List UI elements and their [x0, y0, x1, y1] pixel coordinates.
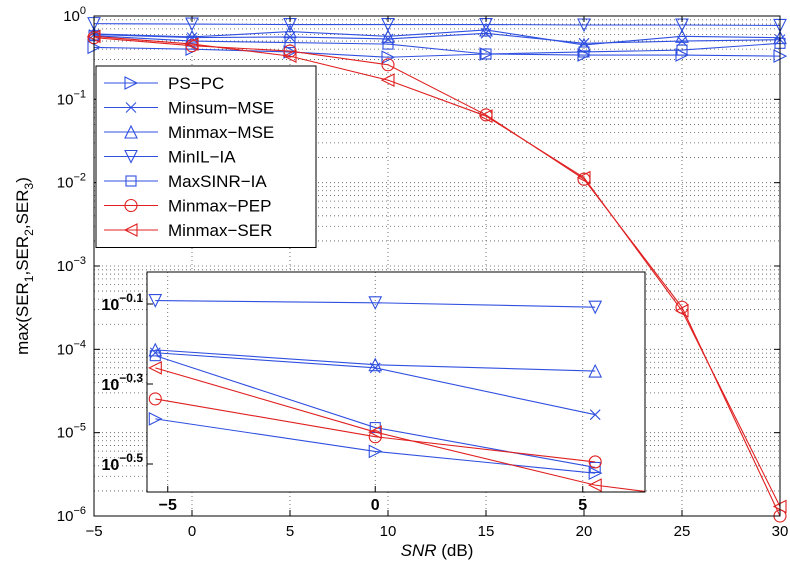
- x-tick-label: 10: [380, 523, 397, 540]
- data-point: [676, 44, 688, 56]
- y-tick-label: 10−5: [57, 422, 86, 442]
- inset-frame: [146, 271, 646, 493]
- inset-data-point: [589, 461, 601, 474]
- series-line-6: [93, 35, 781, 507]
- y-tick-label: 10−2: [57, 172, 86, 192]
- inset-data-point: [148, 392, 162, 406]
- x-axis-label: SNR (dB): [401, 541, 474, 560]
- y-tick-label: 10−1: [57, 88, 86, 108]
- inset-background: [147, 272, 645, 492]
- x-tick-label: 5: [286, 523, 294, 540]
- inset-series-line-4: [155, 355, 596, 468]
- inset-data-point: [368, 357, 383, 372]
- legend-label: Minmax−MSE: [168, 123, 274, 142]
- series-line-0: [93, 46, 781, 58]
- data-point: [284, 37, 296, 49]
- legend-label: Minmax−PEP: [168, 197, 271, 216]
- inset-data-point: [368, 425, 382, 439]
- legend-marker: [124, 76, 139, 90]
- y-tick-label: 10−6: [57, 505, 86, 525]
- legend-label: PS−PC: [168, 74, 224, 93]
- inset-x-tick-label: 5: [578, 497, 587, 514]
- inset-data-point: [588, 363, 603, 378]
- y-axis-label: max(SER1,SER2,SER3): [13, 177, 36, 355]
- data-point: [576, 170, 591, 185]
- legend-marker: [124, 149, 138, 164]
- inset-data-point: [148, 360, 162, 375]
- data-point: [380, 73, 395, 88]
- legend-label: Minmax−SER: [168, 221, 272, 240]
- inset-data-point: [587, 478, 602, 493]
- data-point: [381, 50, 396, 65]
- inset-series-line-2: [155, 349, 596, 372]
- x-tick-label: 15: [478, 523, 495, 540]
- data-point: [284, 31, 296, 43]
- data-point: [478, 109, 493, 123]
- x-tick-label: 0: [188, 523, 196, 540]
- legend-marker: [125, 175, 137, 187]
- inset-data-point: [148, 411, 163, 426]
- legend-marker: [123, 223, 138, 237]
- data-point: [381, 58, 395, 72]
- series-line-4: [93, 35, 781, 55]
- series-line-2: [93, 29, 781, 46]
- data-point: [578, 46, 590, 58]
- legend-label: MinIL−IA: [168, 148, 236, 167]
- inset-y-tick-label: 10−0.5: [102, 451, 144, 474]
- data-point: [675, 48, 690, 62]
- inset-data-point: [589, 409, 601, 421]
- series-line-3: [93, 23, 781, 27]
- inset-series-line-6: [155, 367, 646, 493]
- data-point: [674, 303, 689, 318]
- data-point: [184, 37, 199, 51]
- y-tick-label: 10−3: [57, 255, 86, 275]
- inset-x-tick-label: −5: [159, 497, 177, 514]
- legend-label: Minsum−MSE: [168, 99, 274, 118]
- axis-labels: SNR (dB) max(SER1,SER2,SER3): [13, 177, 473, 560]
- inset-data-point: [588, 300, 603, 315]
- data-point: [381, 29, 395, 43]
- legend-label: MaxSINR−IA: [168, 172, 267, 191]
- data-point: [185, 29, 199, 44]
- inset-data-point: [148, 294, 163, 308]
- inset-series-line-3: [155, 300, 596, 308]
- x-tick-label: 20: [576, 523, 593, 540]
- inset-x-tick-label: 0: [371, 497, 380, 514]
- legend-marker: [124, 124, 138, 139]
- series-line-1: [93, 32, 781, 44]
- data-point: [282, 49, 297, 64]
- inset-data-point: [149, 350, 161, 362]
- series-group: [86, 17, 788, 523]
- data-point: [577, 37, 591, 52]
- inset-y-tick-label: 10−0.1: [102, 291, 144, 314]
- x-tick-label: −5: [85, 523, 102, 540]
- x-tick-label: 30: [772, 523, 789, 540]
- data-point: [675, 29, 689, 43]
- y-tick-label: 100: [63, 5, 86, 25]
- data-point: [479, 47, 494, 61]
- inset-data-point: [368, 444, 383, 459]
- legend: PS−PC Minsum−MSE Minmax−MSE MinIL−IA MaxSINR…: [95, 65, 317, 248]
- legend-marker: [125, 102, 137, 113]
- inset-series-line-0: [155, 418, 596, 474]
- data-point: [479, 22, 493, 37]
- inset-plot: −5 0 5 10−0.1 10−0.3 10−0.5: [102, 271, 646, 514]
- axes: −5 0 5 10 15 20 25 30 100 10−1 10−2 10−3 10−4 10−5 10−…: [57, 5, 789, 540]
- data-point: [480, 48, 492, 60]
- data-point: [382, 38, 394, 50]
- inset-data-point: [368, 296, 383, 310]
- legend-marker: [124, 198, 138, 213]
- inset-data-point: [588, 466, 603, 481]
- inset-series-line-5: [155, 398, 596, 463]
- y-tick-label: 10−4: [57, 338, 86, 358]
- x-tick-label: 25: [674, 523, 691, 540]
- inset-y-tick-label: 10−0.3: [102, 371, 144, 394]
- inset-data-point: [588, 455, 602, 469]
